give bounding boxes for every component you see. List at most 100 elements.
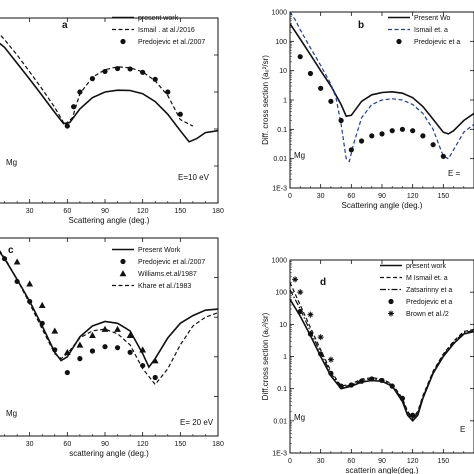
data-point bbox=[389, 383, 395, 389]
x-axis-label: Scattering angle (deg.) bbox=[342, 201, 423, 210]
data-point bbox=[379, 131, 385, 137]
plot-area bbox=[290, 276, 474, 422]
data-point bbox=[358, 378, 365, 384]
legend-marker bbox=[120, 38, 126, 45]
legend-marker bbox=[396, 38, 402, 45]
panel-label: d bbox=[320, 277, 326, 288]
x-tick-label: 30 bbox=[26, 208, 34, 215]
legend-label: Zatsarinny et a bbox=[406, 287, 452, 294]
series-line bbox=[0, 42, 218, 143]
plot-area bbox=[0, 250, 218, 386]
data-point bbox=[26, 280, 34, 287]
x-tick-label: 90 bbox=[101, 441, 109, 448]
legend-label: Predojevic et al./2007 bbox=[138, 39, 205, 46]
data-point bbox=[348, 382, 354, 388]
legend-label: Khare et al./1983 bbox=[138, 283, 191, 290]
y-tick-label: 10 bbox=[279, 322, 287, 329]
element-label: Mg bbox=[294, 151, 305, 160]
legend-label: Ismail et. a bbox=[414, 27, 448, 34]
data-point bbox=[410, 128, 416, 134]
data-point bbox=[152, 374, 158, 381]
data-point bbox=[358, 138, 365, 144]
data-point bbox=[77, 356, 83, 362]
panel-label: a bbox=[62, 20, 68, 31]
data-point bbox=[126, 331, 134, 338]
data-point bbox=[338, 383, 344, 389]
plot-area bbox=[290, 12, 474, 163]
data-point bbox=[292, 276, 299, 283]
legend-marker bbox=[120, 258, 126, 265]
y-tick-label: 0.1 bbox=[277, 127, 287, 134]
y-tick-label: 0.1 bbox=[277, 386, 287, 393]
x-tick-label: 0 bbox=[288, 193, 292, 200]
x-tick-label: 120 bbox=[407, 193, 419, 200]
data-point bbox=[307, 331, 314, 337]
x-tick-label: 0 bbox=[288, 458, 292, 465]
data-point bbox=[410, 412, 416, 418]
data-point bbox=[328, 370, 334, 376]
data-point bbox=[177, 111, 183, 117]
data-point bbox=[114, 65, 121, 72]
legend: Present Work Predojevic et al./2007 Willia… bbox=[112, 247, 205, 290]
x-tick-label: 90 bbox=[378, 458, 386, 465]
data-point bbox=[297, 54, 303, 60]
data-point bbox=[328, 98, 334, 104]
energy-label: E= 20 eV bbox=[180, 418, 214, 427]
legend: Present Wo Ismail et. a Predojevic et a bbox=[388, 15, 460, 46]
y-tick-label: 1 bbox=[283, 98, 287, 105]
y-tick-label: 100 bbox=[275, 290, 287, 297]
x-axis-label: scatterin angle(deg.) bbox=[346, 466, 419, 474]
data-point bbox=[114, 345, 121, 351]
data-point bbox=[102, 344, 108, 350]
data-point bbox=[297, 308, 303, 315]
data-point bbox=[140, 69, 146, 75]
legend-marker bbox=[388, 298, 394, 305]
data-point bbox=[165, 89, 171, 95]
series-line bbox=[0, 250, 218, 386]
energy-label: E=10 eV bbox=[178, 173, 210, 182]
data-point bbox=[14, 278, 20, 285]
legend-label: Predojevic et a bbox=[414, 39, 460, 46]
data-point bbox=[127, 66, 133, 72]
data-point bbox=[139, 346, 147, 353]
data-point bbox=[38, 301, 46, 308]
y-axis-label: Diff.cross section (a₀²/sr) bbox=[261, 312, 270, 400]
data-point bbox=[348, 147, 354, 153]
y-tick-label: 1000 bbox=[271, 10, 287, 17]
data-point bbox=[13, 258, 21, 265]
x-tick-label: 60 bbox=[63, 208, 71, 215]
data-point bbox=[152, 76, 158, 82]
legend: present work M Ismail et. a Zatsarinny et … bbox=[380, 263, 452, 318]
x-tick-label: 150 bbox=[174, 441, 186, 448]
y-tick-label: 100 bbox=[275, 39, 287, 46]
legend-label: present work bbox=[138, 15, 179, 22]
data-point bbox=[89, 348, 96, 354]
data-point bbox=[63, 348, 71, 356]
x-tick-label: 120 bbox=[137, 208, 149, 215]
legend-label: Williams.et.al/1987 bbox=[138, 271, 197, 278]
data-point bbox=[127, 349, 133, 355]
data-point bbox=[89, 76, 96, 82]
data-point bbox=[379, 377, 385, 384]
data-point bbox=[101, 325, 109, 332]
data-point bbox=[307, 311, 314, 318]
element-label: Mg bbox=[6, 158, 17, 167]
y-tick-label: 1 bbox=[283, 354, 287, 361]
panel-d: 0 30 60 90 120 150 1000 100 10 1 0.1 0.01 1E-3 scatte… bbox=[261, 258, 474, 474]
data-point bbox=[102, 68, 108, 75]
x-axis-label: scattering angle (deg.) bbox=[69, 449, 149, 458]
data-point bbox=[27, 298, 33, 305]
panel-label: c bbox=[8, 245, 14, 256]
y-tick-label: 0.01 bbox=[273, 418, 287, 425]
data-point bbox=[151, 357, 159, 364]
y-tick-label: 1E-3 bbox=[272, 186, 287, 193]
x-tick-label: 90 bbox=[101, 208, 109, 215]
data-point bbox=[77, 89, 83, 95]
y-tick-label: 1000 bbox=[271, 258, 287, 265]
x-tick-label: 60 bbox=[347, 193, 355, 200]
data-point bbox=[338, 117, 344, 124]
y-tick-label: 0.01 bbox=[273, 156, 287, 163]
data-point bbox=[89, 331, 96, 338]
data-point bbox=[369, 376, 375, 382]
